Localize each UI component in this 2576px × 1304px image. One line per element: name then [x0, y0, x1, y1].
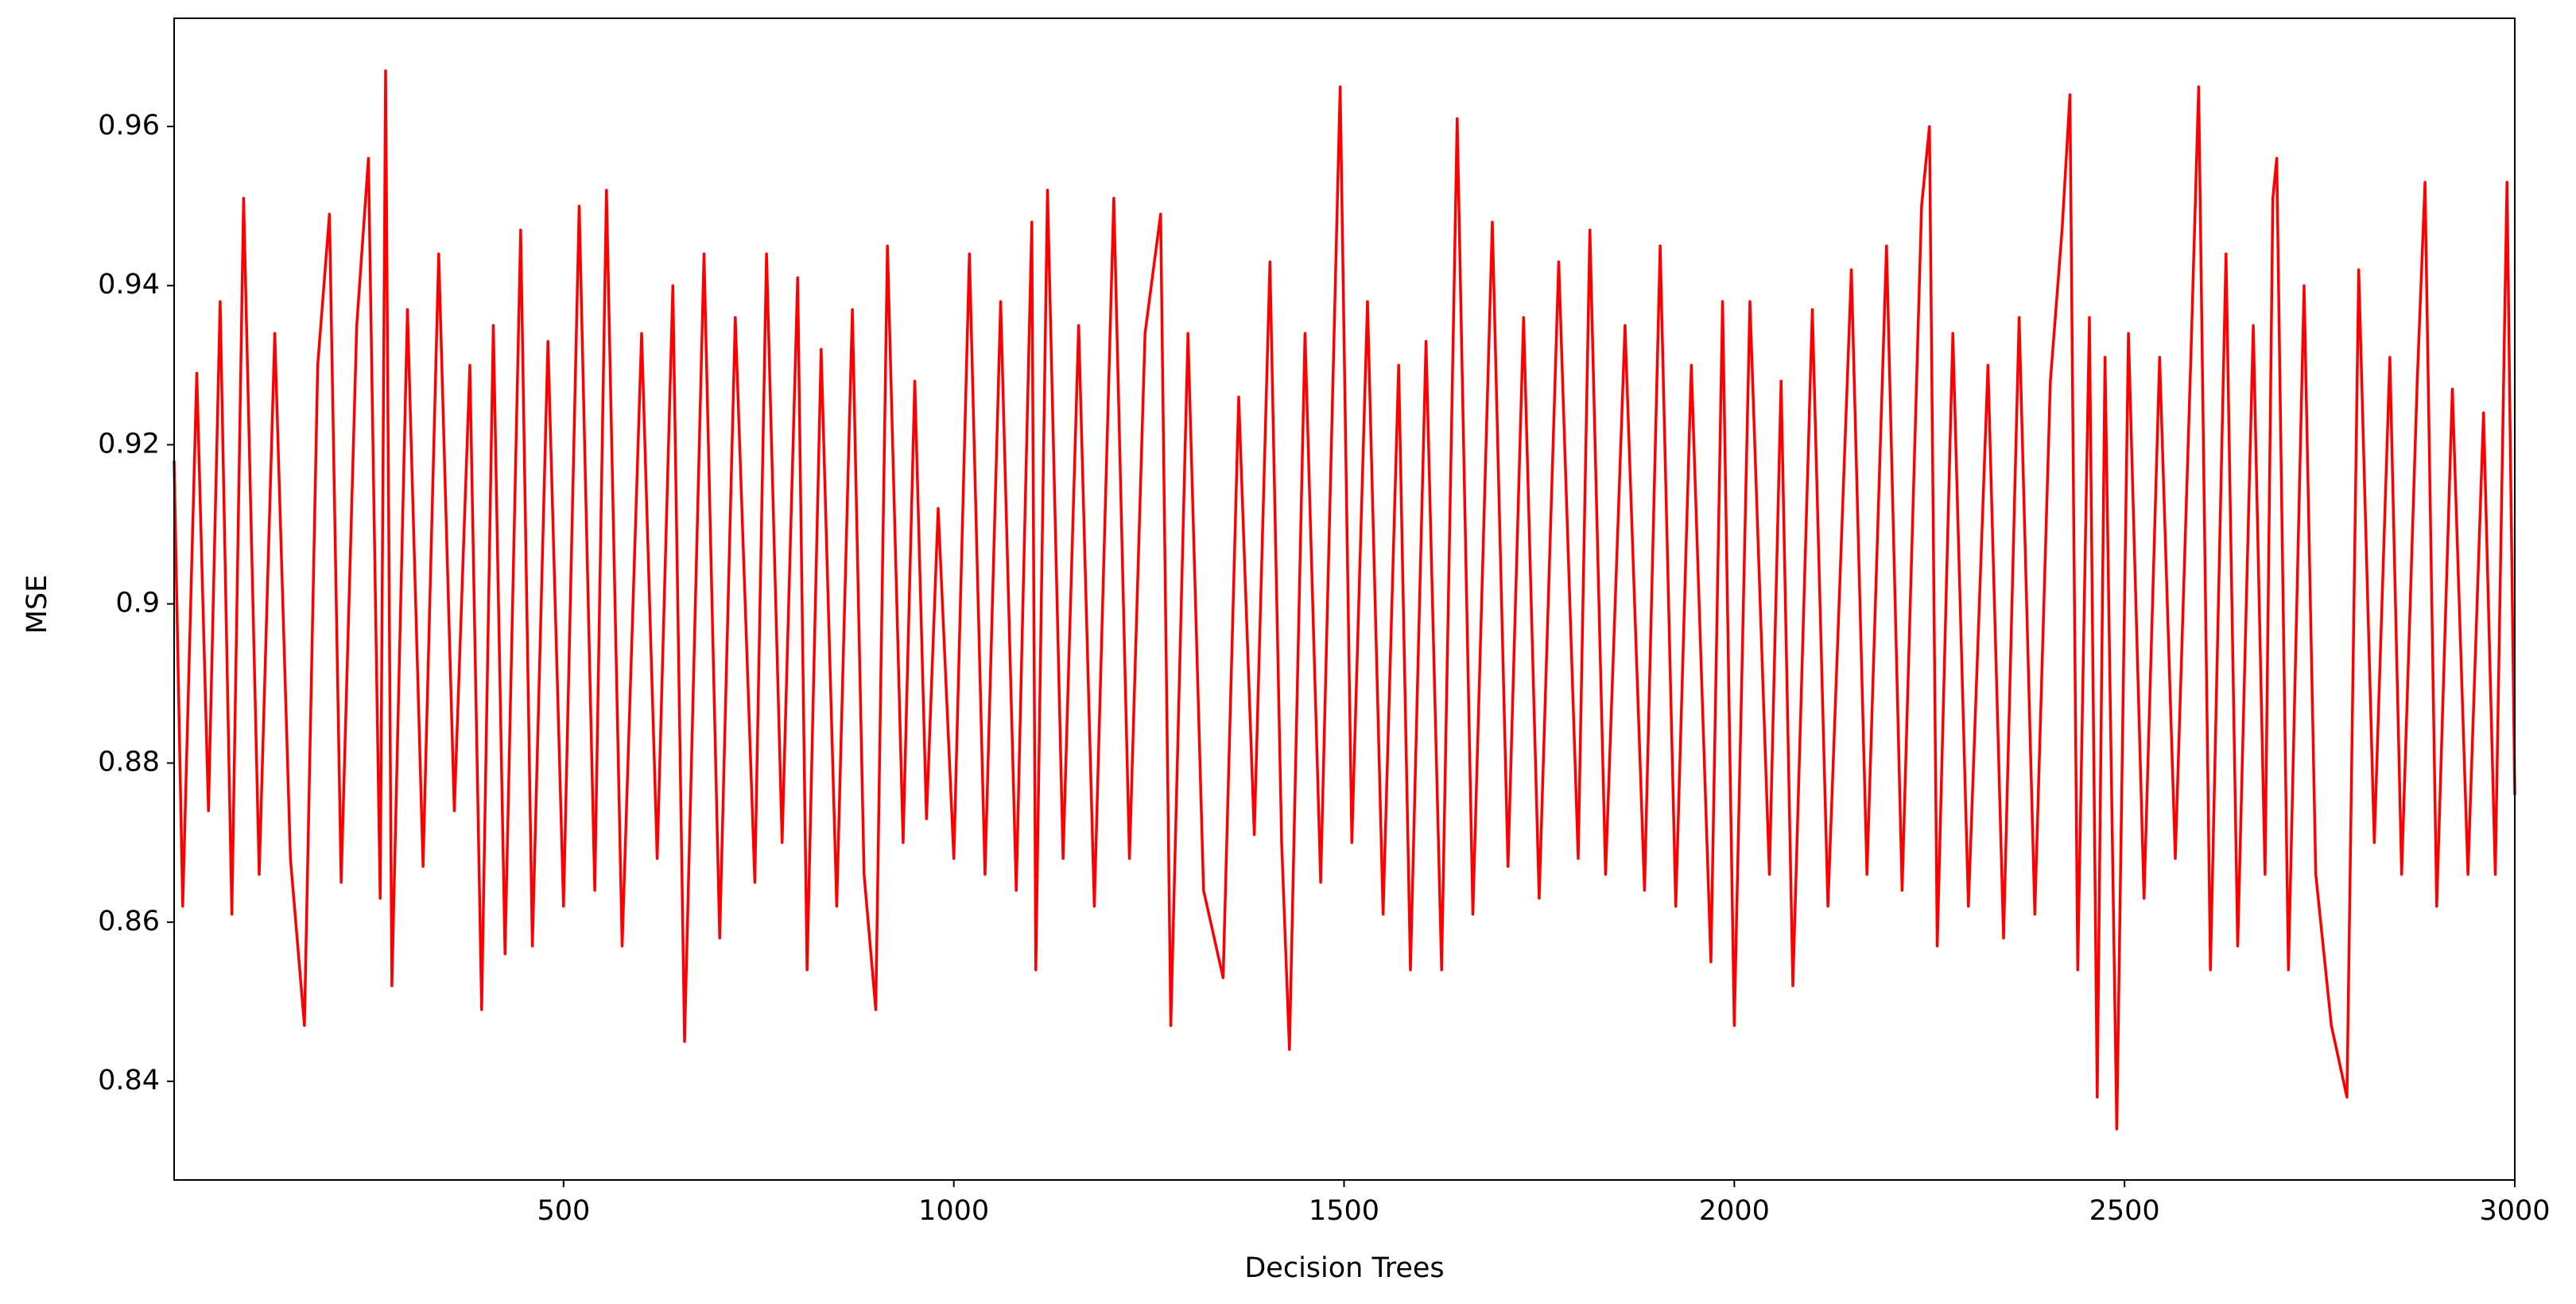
x-tick-label: 1500 [1309, 1195, 1379, 1227]
x-tick-label: 2500 [2089, 1195, 2160, 1227]
x-tick-label: 1000 [918, 1195, 989, 1227]
y-tick-label: 0.9 [115, 588, 160, 619]
x-tick-label: 2000 [1699, 1195, 1770, 1227]
y-tick-label: 0.84 [98, 1065, 160, 1096]
y-tick-label: 0.92 [98, 428, 160, 460]
y-tick-label: 0.86 [98, 906, 160, 937]
x-tick-label: 500 [537, 1195, 590, 1227]
x-tick-label: 3000 [2479, 1195, 2550, 1227]
y-tick-label: 0.88 [98, 747, 160, 778]
y-tick-label: 0.96 [98, 110, 160, 142]
data-line [173, 69, 2516, 1131]
x-axis-label: Decision Trees [1244, 1252, 1444, 1284]
plot-frame [173, 17, 2516, 1181]
y-axis-label: MSE [21, 575, 53, 635]
y-tick-label: 0.94 [98, 269, 160, 301]
